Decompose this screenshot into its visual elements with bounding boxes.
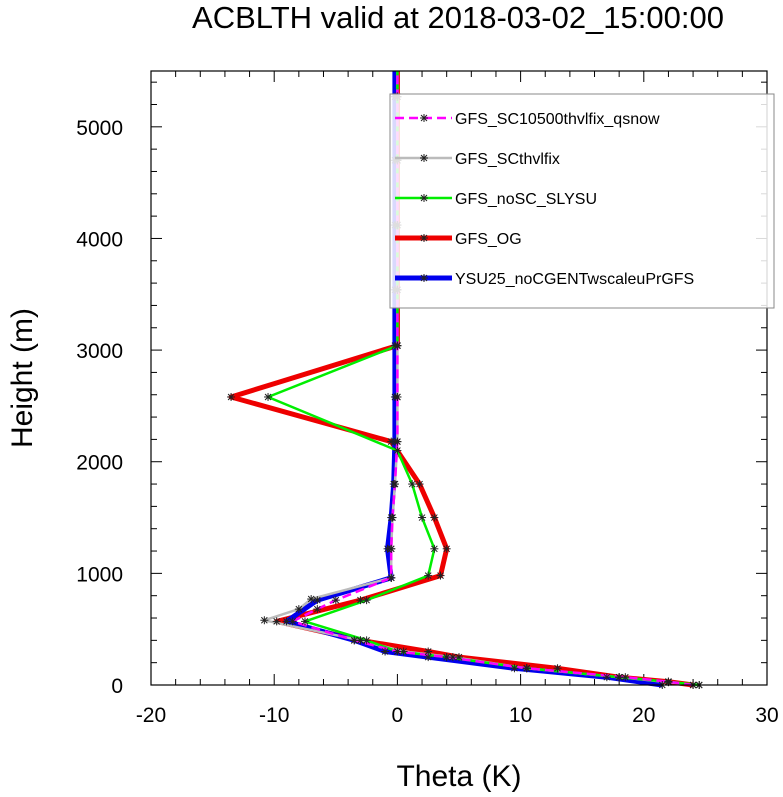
series-3-point [272,617,281,626]
series-3-point [415,480,424,489]
series-4-point [602,673,611,682]
y-tick-label: 5000 [76,117,123,140]
x-tick-label: 0 [392,704,404,727]
legend-label: YSU25_noCGENTwscaleuPrGFS [455,271,694,288]
x-tick-label: 30 [755,704,778,727]
y-tick-label: 0 [111,675,123,698]
legend-label: GFS_SCthvlfix [455,151,560,168]
legend-marker [420,234,428,242]
legend-marker [420,274,428,282]
series-2-point [301,617,309,626]
series-4-point [510,664,519,673]
series-2-point [430,544,439,553]
y-tick-label: 4000 [76,228,123,251]
plot-frame [150,70,768,686]
legend-entry: GFS_SCthvlfix [395,151,560,168]
series-2-point [264,392,273,401]
x-tick-label: -20 [136,704,166,727]
y-tick-label: 3000 [76,340,123,363]
series-2-point [418,513,427,522]
series-4-point [313,596,322,605]
legend-marker [420,114,428,122]
series-3-point [615,673,624,682]
y-tick-label: 1000 [76,563,123,586]
x-tick-label: 10 [509,704,532,727]
series-4-point [424,653,433,662]
series-2-point [408,480,417,489]
series-4-point [282,617,291,626]
legend-label: GFS_OG [455,231,522,248]
legend-box [389,93,775,309]
legend-entry: YSU25_noCGENTwscaleuPrGFS [395,271,694,288]
legend-label: GFS_SC10500thvlfix_qsnow [455,111,660,128]
series-3-point [227,392,236,401]
legend: GFS_SC10500thvlfix_qsnow GFS_SCthvlfix GFS… [389,93,775,309]
series-1-point [260,616,269,625]
series-3-point [356,596,365,605]
series-4-point [383,544,392,553]
series-0-point [288,617,297,626]
y-tick-label: 2000 [76,452,123,475]
series-2-point [393,647,402,656]
series-4-point [389,480,398,489]
x-tick-label: -10 [259,704,289,727]
series-1-point [399,647,408,656]
legend-entry: GFS_OG [395,231,522,248]
series-3-point [436,571,445,580]
series-3-point [455,653,463,662]
chart-title: ACBLTH valid at 2018-03-02_15:00:00 [192,0,724,35]
series-3-point [664,677,673,686]
series-2-point [424,571,433,580]
series-1-point [307,595,316,604]
series-3-point [430,513,439,522]
series-4-point [390,437,399,446]
series-1-point [294,605,303,614]
legend-label: GFS_noSC_SLYSU [455,191,597,208]
series-2-point [442,653,451,662]
legend-entry: GFS_SC10500thvlfix_qsnow [395,111,660,128]
series-4-point [350,636,359,645]
x-tick-label: 20 [632,704,655,727]
y-axis-label: Height (m) [6,308,39,448]
series-0-point [331,596,340,605]
legend-marker [420,154,428,162]
series-3-point [442,544,451,553]
series-3-point [553,664,562,673]
series-2-point [522,664,531,673]
series-4-point [390,341,399,350]
series-4-point [381,647,390,656]
series-1-point [448,653,457,662]
series-4-point [390,392,399,401]
x-axis-label: Theta (K) [396,760,521,793]
series-2-point [393,446,402,455]
series-4-point [387,573,396,582]
legend-entry: GFS_noSC_SLYSU [395,191,597,208]
series-4-point [387,513,396,522]
legend-marker [420,194,428,202]
series-0-point [313,605,322,614]
